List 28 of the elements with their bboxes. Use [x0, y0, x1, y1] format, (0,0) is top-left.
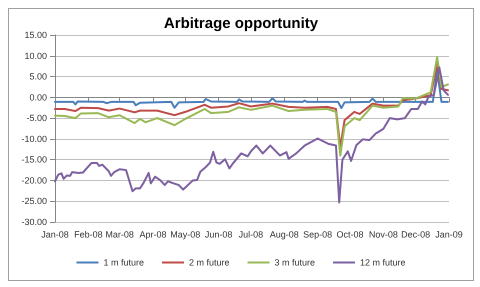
x-tick-label: Nov-08 [368, 230, 398, 240]
y-tick-label: 0.00 [29, 92, 47, 102]
x-tick-label: Dec-08 [401, 230, 430, 240]
x-tick-label: Jan-08 [41, 230, 69, 240]
y-tick-label: -30.00 [21, 217, 47, 227]
legend-label: 1 m future [103, 258, 144, 268]
y-tick-label: 15.00 [24, 30, 47, 40]
x-tick-label: May-08 [170, 230, 200, 240]
y-tick-label: -25.00 [21, 196, 47, 206]
y-tick-label: -10.00 [21, 134, 47, 144]
legend-label: 12 m future [360, 258, 406, 268]
y-tick-label: 10.00 [24, 50, 47, 61]
x-tick-label: Mar-08 [105, 230, 134, 240]
y-tick-label: -20.00 [21, 175, 47, 186]
y-tick-label: -15.00 [21, 154, 47, 165]
x-tick-label: Apr-08 [139, 230, 166, 240]
x-tick-label: Oct-08 [336, 230, 364, 240]
x-tick-label: Feb-08 [74, 230, 103, 240]
x-tick-label: Sep-08 [303, 230, 332, 240]
x-tick-label: Jun-08 [204, 230, 232, 240]
y-tick-label: -5.00 [26, 113, 47, 124]
legend-label: 2 m future [188, 258, 230, 268]
legend-label: 3 m future [274, 258, 316, 268]
y-tick-label: 5.00 [29, 72, 47, 82]
x-tick-label: Aug-08 [270, 230, 299, 240]
x-tick-label: Jan-09 [435, 230, 463, 240]
x-tick-label: Jul-08 [238, 230, 264, 240]
chart-title: Arbitrage opportunity [164, 15, 319, 32]
